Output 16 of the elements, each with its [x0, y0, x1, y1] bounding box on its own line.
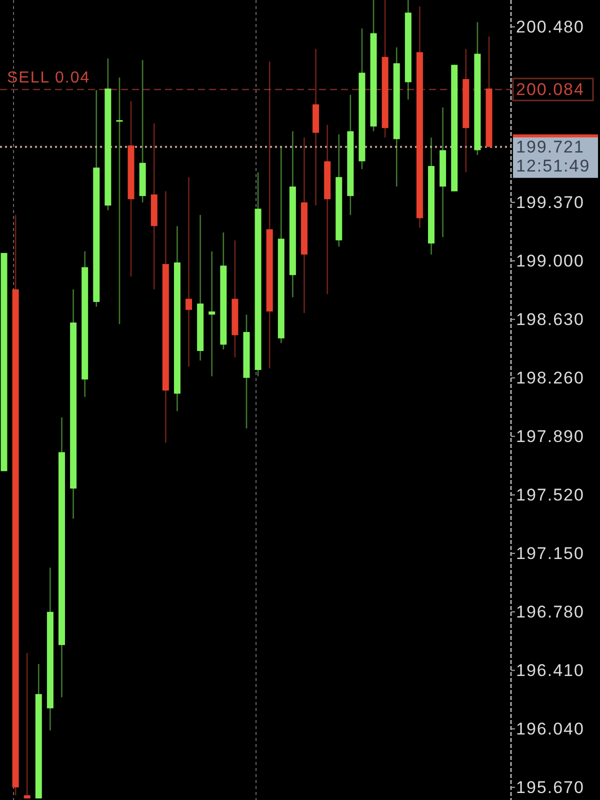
y-tick-label: 196.040	[516, 719, 584, 738]
y-tick-label: 197.150	[516, 544, 584, 563]
y-tick-label: 198.260	[516, 368, 584, 388]
ref-line-label: SELL 0.04	[7, 69, 90, 86]
y-tick-label: 197.890	[516, 426, 584, 446]
y-tick-label: 195.670	[516, 778, 584, 797]
y-tick-label: 198.630	[516, 310, 584, 329]
y-tick-label: 197.520	[516, 485, 584, 504]
text: 12:51:49	[516, 156, 590, 176]
y-tick-label: 200.480	[516, 17, 584, 36]
y-tick-label: 196.780	[516, 602, 584, 622]
y-tick-label: 200.084	[516, 80, 584, 99]
y-tick-label: 196.410	[516, 660, 584, 680]
y-tick-label: 199.370	[516, 192, 584, 212]
y-tick-label: 199.721	[516, 137, 584, 156]
y-tick-label: 199.000	[516, 251, 584, 270]
